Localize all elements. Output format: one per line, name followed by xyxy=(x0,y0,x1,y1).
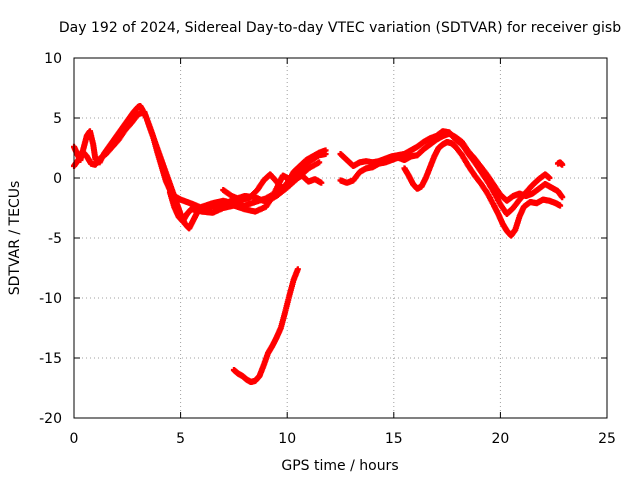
data-point xyxy=(322,147,329,154)
y-tick-label: -10 xyxy=(39,291,62,307)
data-point xyxy=(559,194,566,201)
x-tick-label: 25 xyxy=(598,431,616,447)
x-tick-label: 15 xyxy=(385,431,403,447)
data-point xyxy=(559,161,566,168)
series-arc-1-upper xyxy=(220,147,329,203)
x-tick-label: 0 xyxy=(70,431,79,447)
plot-frame xyxy=(73,57,608,419)
series-arc-3-upper xyxy=(337,128,553,217)
data-points xyxy=(71,103,566,385)
y-axis: -20 -15 -10 -5 0 5 10 xyxy=(39,51,607,427)
y-tick-label: -15 xyxy=(39,351,62,367)
y-axis-title: SDTVAR / TECUs xyxy=(7,181,23,296)
series-arc-2 xyxy=(230,266,301,385)
series-arc-4 xyxy=(554,159,566,168)
data-point xyxy=(318,179,325,186)
series-arc-3-lower xyxy=(401,139,564,239)
x-tick-label: 5 xyxy=(176,431,185,447)
y-tick-label: 5 xyxy=(53,111,62,127)
data-point xyxy=(546,175,553,181)
y-tick-label: -5 xyxy=(48,231,62,247)
x-tick-label: 20 xyxy=(491,431,509,447)
chart-title: Day 192 of 2024, Sidereal Day-to-day VTE… xyxy=(59,20,621,36)
y-tick-label: -20 xyxy=(39,411,62,427)
x-tick-label: 10 xyxy=(278,431,296,447)
y-tick-label: 10 xyxy=(44,51,62,67)
grid-lines xyxy=(74,58,607,418)
data-point xyxy=(557,202,564,209)
x-axis: 0 5 10 15 20 25 xyxy=(70,58,616,447)
series-arc-3 xyxy=(337,130,566,204)
data-point xyxy=(316,159,323,166)
x-axis-title: GPS time / hours xyxy=(281,458,398,474)
y-tick-label: 0 xyxy=(53,171,62,187)
series-arc-1-duplicate xyxy=(71,109,323,211)
data-point xyxy=(294,266,301,273)
